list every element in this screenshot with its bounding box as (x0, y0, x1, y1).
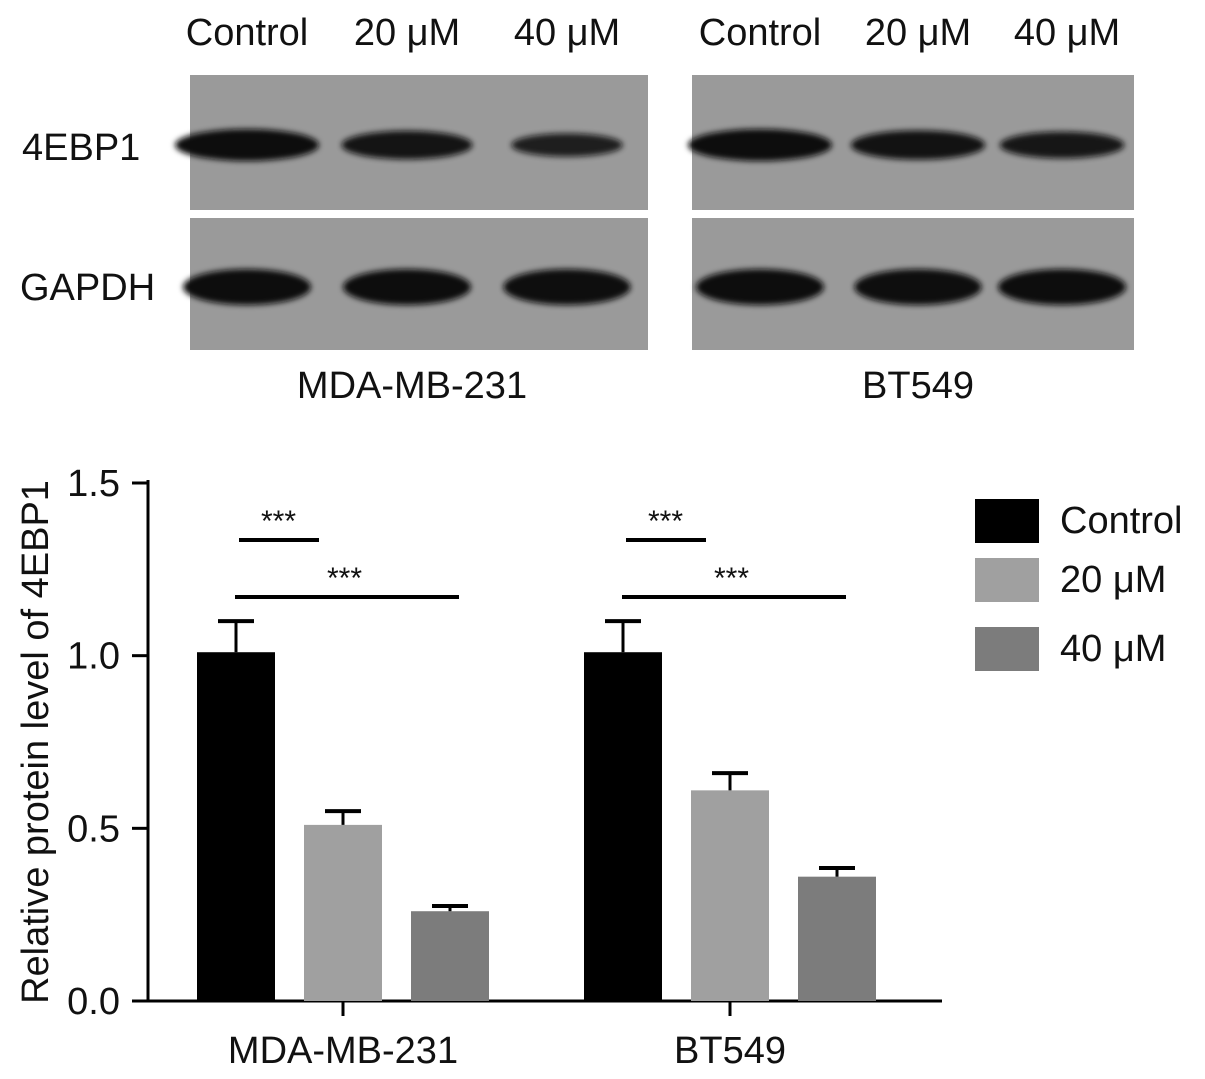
blot-cell-line-label-mda: MDA-MB-231 (297, 365, 527, 407)
band-4ebp1-mda-mb-231-1 (341, 130, 473, 160)
bars (197, 619, 876, 1001)
lane-label-40um-2: 40 μM (1014, 12, 1120, 54)
significance-markers: *** *** *** *** (235, 505, 846, 599)
bar-mda-mb-231-0 (197, 652, 275, 1001)
band-gapdh-bt549-1 (854, 269, 982, 305)
bar-bt549-2 (798, 876, 876, 1001)
y-axis-label: Relative protein level of 4EBP1 (15, 480, 57, 1004)
legend-swatch-0 (975, 499, 1039, 543)
y-tick-label: 1.5 (67, 463, 120, 505)
legend-label-0: Control (1060, 500, 1183, 542)
lane-label-20um-1: 20 μM (354, 12, 460, 54)
band-gapdh-mda-mb-231-2 (503, 269, 631, 305)
x-tick-label: MDA-MB-231 (228, 1030, 458, 1072)
band-4ebp1-bt549-1 (850, 130, 986, 160)
lane-label-control-2: Control (699, 12, 822, 54)
row-label-gapdh: GAPDH (20, 267, 155, 309)
band-4ebp1-bt549-2 (999, 131, 1125, 159)
lane-label-control-1: Control (186, 12, 309, 54)
western-blot: Control 20 μM 40 μM Control 20 μM 40 μM … (20, 12, 1134, 407)
bar-bt549-0 (584, 652, 662, 1001)
lane-label-40um-1: 40 μM (514, 12, 620, 54)
band-4ebp1-bt549-0 (688, 129, 832, 161)
significance-label: *** (714, 562, 749, 595)
significance-label: *** (648, 505, 683, 538)
band-gapdh-mda-mb-231-0 (183, 269, 311, 305)
legend-swatch-1 (975, 558, 1039, 602)
y-tick-label: 0.5 (67, 808, 120, 850)
y-ticks: 0.0 0.5 1.0 1.5 (67, 463, 148, 1023)
legend: Control 20 μM 40 μM (975, 499, 1183, 671)
x-tick-label: BT549 (674, 1030, 786, 1072)
legend-label-1: 20 μM (1060, 559, 1166, 601)
y-tick-label: 0.0 (67, 981, 120, 1023)
bar-mda-mb-231-1 (304, 824, 382, 1001)
band-gapdh-mda-mb-231-1 (343, 269, 471, 305)
blot-cell-line-label-bt549: BT549 (862, 365, 974, 407)
bar-chart: Relative protein level of 4EBP1 0.0 0.5 1.… (15, 463, 1183, 1072)
significance-label: *** (327, 562, 362, 595)
band-gapdh-bt549-2 (998, 269, 1126, 305)
bar-bt549-1 (691, 790, 769, 1001)
x-ticks: MDA-MB-231 BT549 (228, 1001, 786, 1072)
row-label-4ebp1: 4EBP1 (22, 127, 140, 169)
significance-label: *** (261, 505, 296, 538)
band-4ebp1-mda-mb-231-2 (511, 133, 623, 157)
legend-label-2: 40 μM (1060, 628, 1166, 670)
band-4ebp1-mda-mb-231-0 (175, 129, 319, 161)
y-tick-label: 1.0 (67, 636, 120, 678)
legend-swatch-2 (975, 627, 1039, 671)
lane-label-20um-2: 20 μM (865, 12, 971, 54)
blot-bands (175, 129, 1126, 305)
bar-mda-mb-231-2 (411, 911, 489, 1001)
band-gapdh-bt549-0 (696, 269, 824, 305)
